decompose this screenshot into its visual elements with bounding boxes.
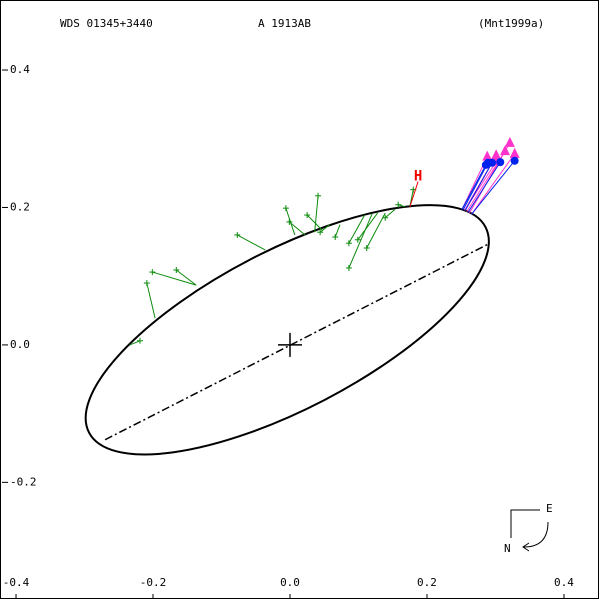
residual <box>348 213 373 269</box>
observation <box>496 158 505 167</box>
observation <box>510 156 519 165</box>
observation <box>304 212 311 219</box>
observation <box>345 264 352 271</box>
observation <box>286 218 293 225</box>
observation <box>317 229 324 236</box>
observation <box>332 234 339 241</box>
y-tick-label: 0.4 <box>10 63 30 76</box>
residual <box>152 271 197 286</box>
x-tick-label: -0.4 <box>3 576 30 589</box>
hipparcos-residual <box>409 181 419 207</box>
line-of-nodes <box>104 243 488 441</box>
residual <box>334 224 341 238</box>
compass-north: N <box>504 542 511 555</box>
y-tick-label: 0.2 <box>10 200 30 213</box>
observation <box>395 201 402 208</box>
x-tick-label: 0.0 <box>280 576 300 589</box>
residual <box>467 161 501 213</box>
residual <box>319 224 331 233</box>
y-tick-label: -0.2 <box>10 475 37 488</box>
observation <box>315 192 322 199</box>
observation <box>234 231 241 238</box>
compass <box>510 509 549 552</box>
residual <box>366 212 386 249</box>
residual <box>129 340 141 346</box>
observation <box>504 136 515 147</box>
residual <box>348 214 366 244</box>
title: WDS 01345+3440 <box>60 17 153 30</box>
compass-east: E <box>546 502 553 515</box>
residual <box>306 214 323 231</box>
observation <box>149 269 156 276</box>
observation <box>500 145 511 156</box>
residual <box>464 162 493 211</box>
observation <box>354 236 361 243</box>
residual <box>462 162 489 210</box>
compass-axes <box>510 509 540 538</box>
observation <box>143 280 150 287</box>
hipparcos-label: H <box>414 169 422 185</box>
subtitle: A 1913AB <box>258 17 311 30</box>
residual <box>314 195 319 233</box>
residual <box>461 164 487 210</box>
observation <box>282 205 289 212</box>
residual <box>175 269 197 286</box>
x-tick-label: 0.2 <box>417 576 437 589</box>
observation <box>345 240 352 247</box>
observation <box>173 267 180 274</box>
residual <box>471 153 516 215</box>
residual <box>471 160 516 215</box>
observation <box>509 147 520 158</box>
residual <box>357 212 379 241</box>
x-tick-label: -0.2 <box>140 576 167 589</box>
residual <box>384 209 396 219</box>
compass-arrow <box>523 521 549 548</box>
reference: (Mnt1999a) <box>478 17 544 30</box>
orbit-ellipse <box>84 204 490 456</box>
observation <box>382 214 389 221</box>
residual <box>237 234 266 251</box>
y-tick-label: 0.0 <box>10 338 30 351</box>
residual <box>146 282 156 319</box>
residual <box>288 221 306 236</box>
observation <box>488 158 497 167</box>
observation <box>491 149 502 160</box>
observation <box>363 245 370 252</box>
compass-arrowhead <box>522 542 530 552</box>
x-tick-label: 0.4 <box>554 576 574 589</box>
observation <box>137 337 143 344</box>
observation <box>482 150 493 161</box>
